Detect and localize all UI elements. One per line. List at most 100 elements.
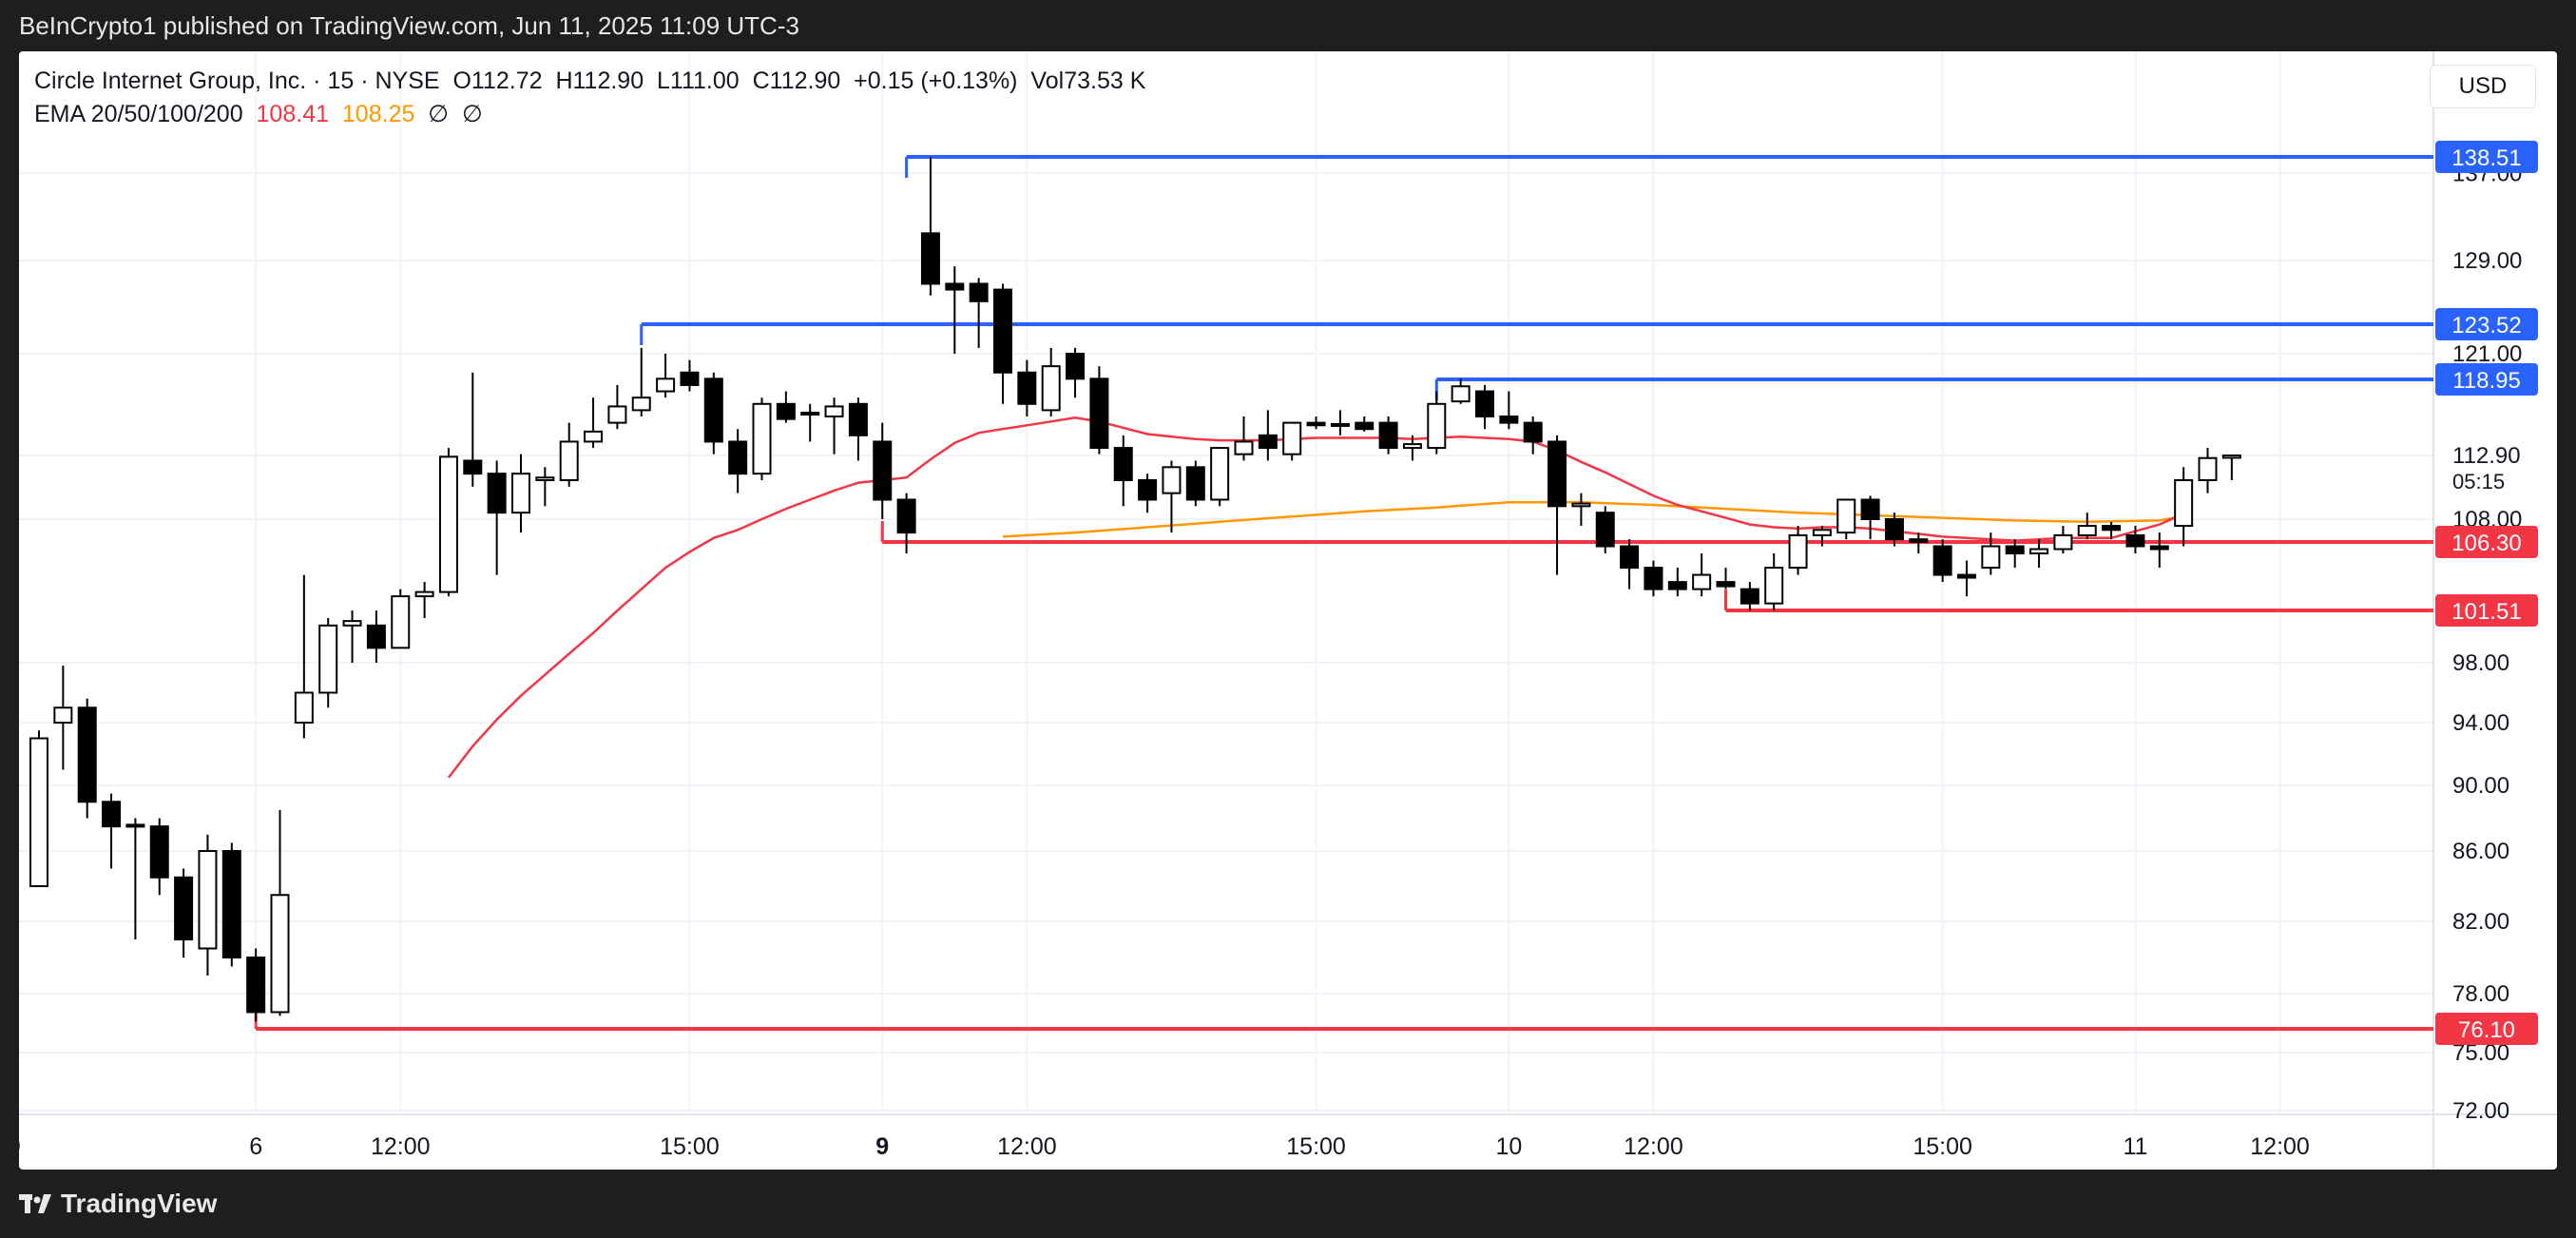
candle-body-up <box>198 850 218 950</box>
candle-body-down <box>1017 371 1037 405</box>
candle-body-down <box>1089 377 1109 450</box>
candle <box>221 842 241 967</box>
candle <box>1089 366 1109 455</box>
candle <box>1113 435 1133 507</box>
candle <box>2174 467 2194 547</box>
candle-body-down <box>1957 573 1976 579</box>
candle-body-up <box>535 476 555 481</box>
y-tick-label: 112.90 <box>2452 443 2521 469</box>
candle-body-down <box>1932 545 1952 576</box>
candle-body-down <box>1523 421 1543 443</box>
candle-body-up <box>1210 447 1230 501</box>
candle-body-down <box>1138 478 1158 501</box>
candle-body-down <box>969 282 989 302</box>
x-tick-label: 15:00 <box>1286 1133 1346 1160</box>
y-tick-label: 129.00 <box>2452 248 2522 274</box>
close-value: 112.90 <box>769 68 841 94</box>
candle <box>2005 539 2025 569</box>
y-tick-label: 121.00 <box>2452 341 2522 367</box>
price-tag-label: 138.51 <box>2451 145 2521 171</box>
candle-body-up <box>1571 502 1591 508</box>
candle-body-down <box>102 801 122 828</box>
publisher-bar: BeInCrypto1 published on TradingView.com… <box>0 0 2576 51</box>
candle <box>1884 513 1904 547</box>
candle <box>1306 416 1326 430</box>
publisher-text: BeInCrypto1 published on TradingView.com… <box>19 11 799 40</box>
candle <box>993 283 1012 404</box>
candle <box>1932 539 1952 583</box>
candle <box>1234 416 1254 461</box>
candle-body-down <box>1860 498 1880 521</box>
y-tick-label: 72.00 <box>2452 1098 2509 1124</box>
candle <box>1258 410 1278 461</box>
candle <box>29 730 48 887</box>
candle <box>703 372 723 455</box>
candle <box>1402 435 1422 461</box>
candle <box>414 582 434 618</box>
candle-body-up <box>824 405 844 418</box>
ema50-line <box>1002 500 2184 538</box>
candle <box>1595 506 1615 554</box>
candle-body-down <box>848 402 868 436</box>
candle <box>366 610 386 663</box>
price-tag-label: 118.95 <box>2452 368 2521 394</box>
candle-body-down <box>1884 518 1904 541</box>
price-tag <box>2435 1013 2538 1045</box>
candle-body-down <box>776 402 796 420</box>
candle <box>1138 474 1158 513</box>
candle-body-down <box>1595 512 1615 548</box>
candlestick-chart[interactable]: 137.00129.00121.00112.90108.0098.0094.00… <box>19 51 2557 1170</box>
currency-button[interactable]: USD <box>2430 65 2536 108</box>
candle-body-up <box>2053 533 2073 551</box>
candle-body-down <box>149 825 169 879</box>
candle <box>1571 493 1591 527</box>
candle-body-up <box>511 473 530 514</box>
x-tick-label: 12:00 <box>371 1133 431 1160</box>
candle-body-down <box>728 440 748 475</box>
candle-body-up <box>270 894 290 1014</box>
candle <box>102 793 122 869</box>
candle <box>1210 447 1230 507</box>
candle-body-up <box>29 737 48 887</box>
candle <box>1041 347 1061 417</box>
candle <box>1017 359 1037 417</box>
candle-body-up <box>53 706 73 724</box>
candle-body-up <box>1812 529 1832 536</box>
candle-body-down <box>1909 538 1929 543</box>
candle <box>656 354 676 398</box>
candle-body-down <box>487 473 507 514</box>
candle-body-down <box>1185 466 1205 501</box>
candle <box>1066 347 1086 398</box>
candle-body-up <box>1764 567 1784 605</box>
candle-body-down <box>945 282 965 291</box>
candle-body-up <box>1981 545 2001 570</box>
candle <box>873 422 893 519</box>
candle-body-up <box>584 430 604 443</box>
candle-body-down <box>703 377 723 443</box>
candle-body-up <box>1451 385 1471 403</box>
x-tick-label: 11 <box>2123 1133 2147 1160</box>
y-tick-label: 82.00 <box>2452 909 2509 935</box>
tradingview-logo-icon <box>19 1194 51 1213</box>
candle <box>174 868 194 958</box>
chart-panel[interactable]: 137.00 129.00 121.00 112.90 108.00 98.00 94.00… <box>19 51 2557 1170</box>
price-tag-label: 106.30 <box>2451 531 2521 556</box>
candle-body-down <box>2149 545 2169 551</box>
price-tag-label: 101.51 <box>2451 599 2521 625</box>
price-tag <box>2435 594 2538 627</box>
candle-body-up <box>559 440 579 481</box>
candle <box>776 391 796 423</box>
y-tick-label: 78.00 <box>2452 981 2509 1007</box>
candle-body-down <box>873 440 893 501</box>
candle <box>631 347 651 417</box>
ema20-value: 108.41 <box>256 101 329 127</box>
candle <box>2221 455 2241 480</box>
candle-body-up <box>1692 573 1712 590</box>
candle-body-down <box>1667 581 1687 590</box>
ema50-value: 108.25 <box>341 101 415 127</box>
candle <box>1330 410 1350 435</box>
ohlc-line: Circle Internet Group, Inc. · 15 · NYSE … <box>34 68 1146 94</box>
candle <box>1836 498 1856 540</box>
candle-body-down <box>2125 533 2145 548</box>
candle <box>1981 532 2001 575</box>
